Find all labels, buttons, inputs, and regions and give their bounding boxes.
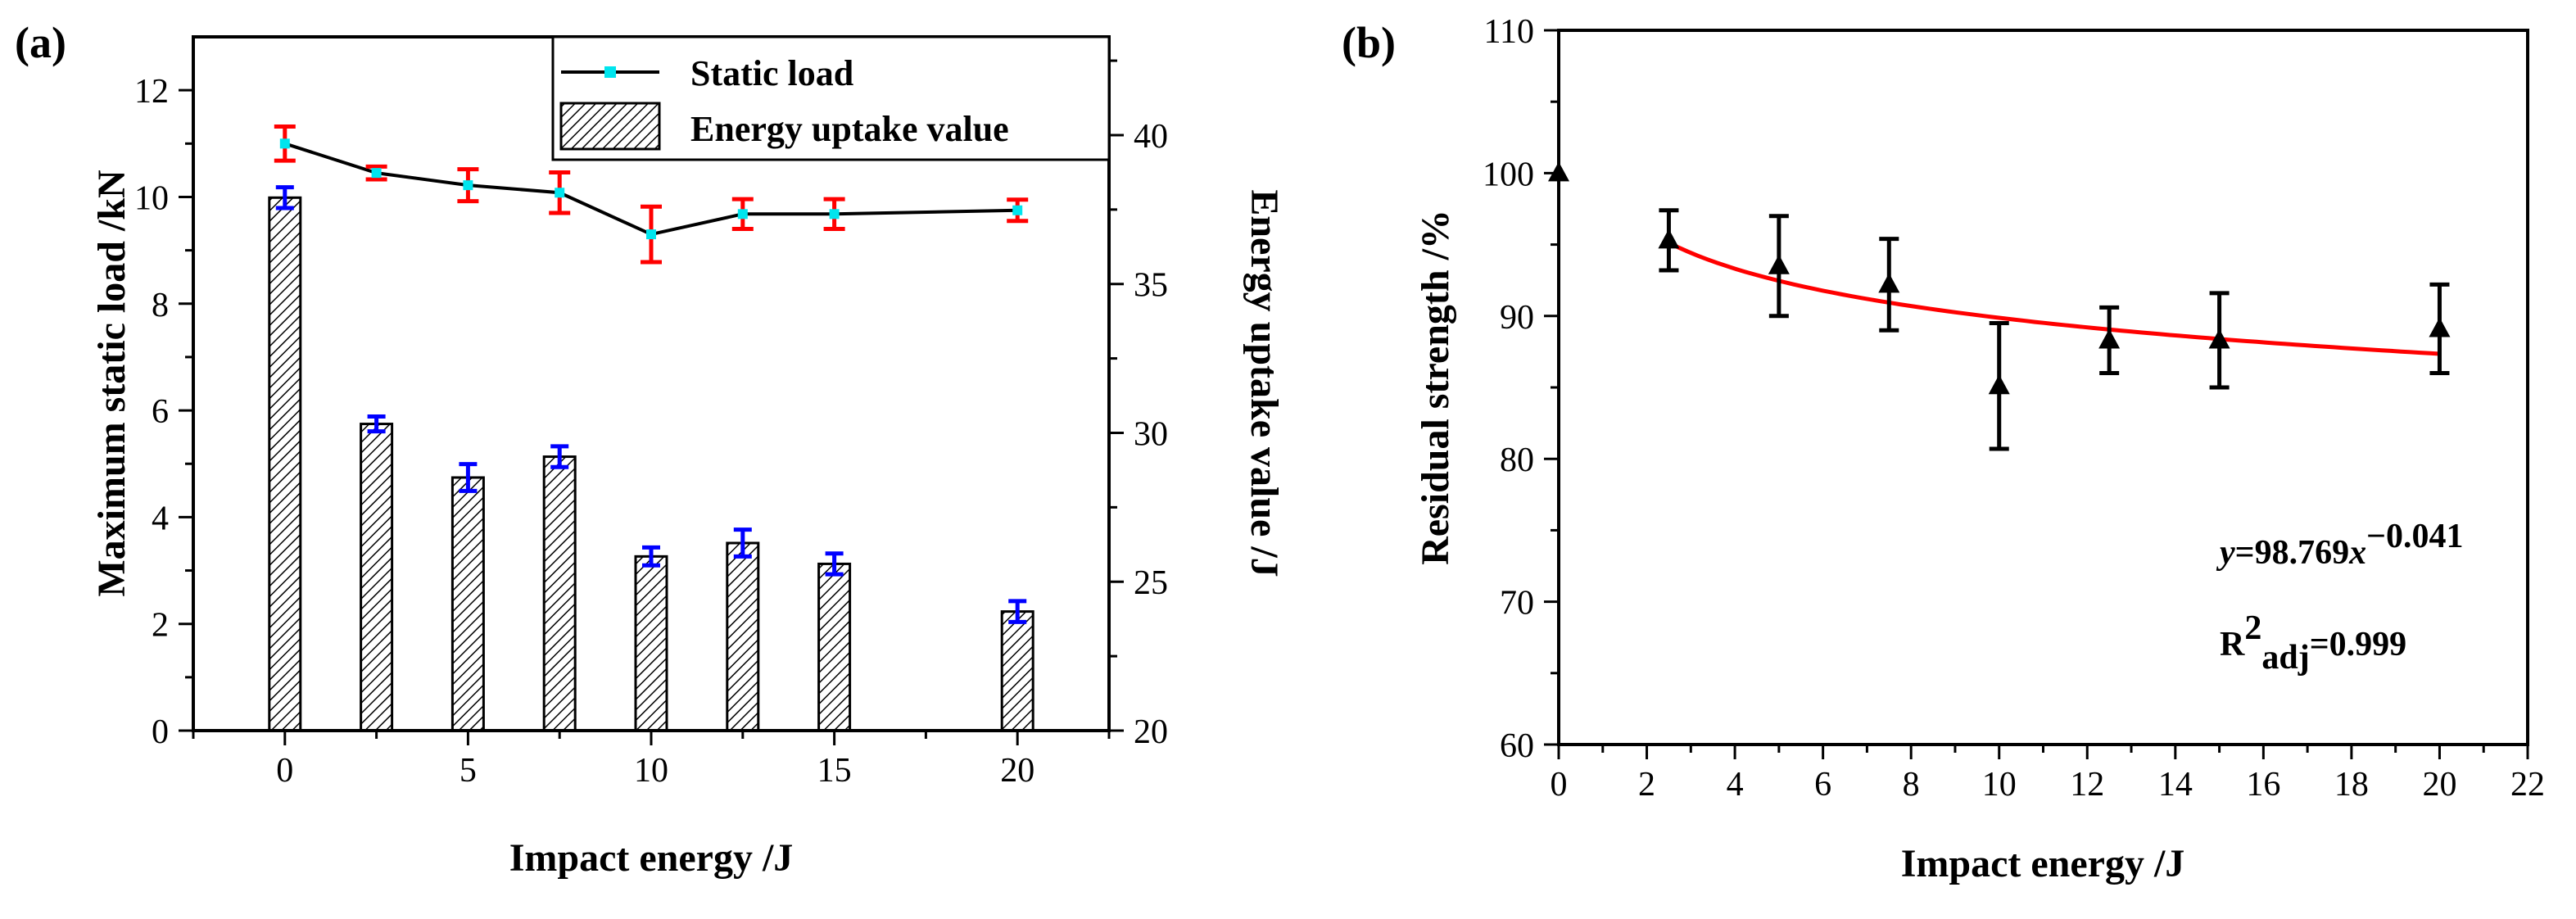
- residual-strength-marker: [1768, 254, 1790, 274]
- panel-b-chart: (b) 0 2 4 6 8 10 12 14 16 18 20 22 60 70 80 90 100 110 I…: [1342, 13, 2545, 885]
- x-tick-label: 10: [1982, 766, 2017, 804]
- y-left-tick-label: 8: [152, 287, 169, 324]
- power-fit-curve: [1668, 241, 2440, 356]
- panel-a-label: (a): [15, 18, 66, 67]
- legend-energy-uptake-swatch: [559, 102, 661, 151]
- x-tick-label: 5: [460, 752, 477, 790]
- r2-superscript: 2: [2244, 609, 2261, 647]
- x-tick-label: 22: [2510, 766, 2545, 804]
- x-tick-label: 0: [276, 752, 293, 790]
- x-tick-label: 0: [1551, 766, 1568, 804]
- panel-b-label: (b): [1342, 18, 1396, 67]
- equation-lhs: y: [2216, 534, 2235, 572]
- legend-static-load-marker: [604, 66, 616, 78]
- energy-uptake-bar: [542, 455, 577, 732]
- static-load-marker: [829, 209, 840, 220]
- legend-energy-uptake-label: Energy uptake value: [690, 109, 1009, 149]
- r2-value: =0.999: [2310, 626, 2406, 663]
- y-tick-label: 110: [1484, 13, 1534, 51]
- panel-b-y-axis: 60 70 80 90 100 110: [1483, 13, 1559, 765]
- equation-coefficient: =98.769: [2235, 534, 2349, 572]
- static-load-marker: [279, 138, 290, 149]
- static-load-marker: [646, 229, 656, 240]
- y-right-tick-label: 35: [1134, 267, 1168, 305]
- x-tick-label: 12: [2070, 766, 2104, 804]
- energy-uptake-error-bars: [275, 185, 1027, 624]
- residual-strength-marker: [1878, 273, 1900, 293]
- y-tick-label: 70: [1500, 585, 1534, 622]
- equation-variable: x: [2348, 534, 2366, 572]
- residual-strength-marker: [2098, 328, 2121, 349]
- x-tick-label: 2: [1638, 766, 1655, 804]
- panel-a-left-y-axis-label: Maximum static load /kN: [90, 170, 134, 597]
- y-right-tick-label: 20: [1134, 713, 1168, 751]
- x-tick-label: 6: [1814, 766, 1831, 804]
- panel-a-chart: (a) 0 5 10 15 20 0 2 4 6 8 10 12 20 25 30 35 40 Impact…: [15, 18, 1286, 880]
- panel-a-right-y-axis-label: Energy uptake value /J: [1243, 189, 1286, 577]
- residual-strength-marker: [1988, 374, 2010, 395]
- residual-strength-marker: [1658, 229, 1680, 249]
- y-left-tick-label: 2: [152, 607, 169, 645]
- energy-uptake-bar: [450, 476, 485, 732]
- y-right-tick-label: 30: [1134, 415, 1168, 453]
- energy-uptake-bar: [268, 196, 302, 732]
- energy-uptake-bar: [726, 541, 760, 732]
- x-tick-label: 20: [1000, 752, 1034, 790]
- y-left-tick-label: 10: [134, 179, 169, 217]
- y-tick-label: 60: [1500, 727, 1534, 765]
- static-load-marker: [463, 180, 473, 191]
- y-left-tick-label: 12: [134, 73, 169, 111]
- energy-uptake-bar: [1000, 610, 1034, 732]
- static-load-line: [284, 142, 1018, 237]
- y-left-tick-label: 0: [152, 713, 169, 751]
- x-tick-label: 10: [634, 752, 668, 790]
- legend-static-load-label: Static load: [690, 53, 853, 93]
- y-left-tick-label: 6: [152, 393, 169, 431]
- residual-strength-marker: [2208, 328, 2230, 349]
- x-tick-label: 14: [2158, 766, 2193, 804]
- static-load-marker: [371, 168, 382, 179]
- static-load-marker: [737, 209, 748, 220]
- x-tick-label: 20: [2422, 766, 2456, 804]
- x-tick-label: 4: [1727, 766, 1744, 804]
- panel-a-left-y-axis: 0 2 4 6 8 10 12: [134, 73, 193, 751]
- residual-strength-points: [1548, 161, 2451, 451]
- y-right-tick-label: 40: [1134, 118, 1168, 156]
- static-load-series: [274, 124, 1029, 265]
- y-tick-label: 90: [1500, 299, 1534, 337]
- r2-subscript: adj: [2261, 639, 2309, 677]
- y-left-tick-label: 4: [152, 500, 169, 537]
- fit-r-squared: R2adj=0.999: [2220, 609, 2406, 677]
- energy-uptake-bar: [634, 555, 668, 732]
- x-tick-label: 8: [1903, 766, 1920, 804]
- x-tick-label: 18: [2334, 766, 2369, 804]
- static-load-marker: [1012, 205, 1023, 215]
- panel-b-y-axis-label: Residual strength /%: [1414, 210, 1457, 565]
- energy-uptake-bars: [268, 196, 1034, 732]
- y-tick-label: 80: [1500, 441, 1534, 479]
- panel-b-x-axis-label: Impact energy /J: [1901, 842, 2185, 885]
- panel-b-x-axis: 0 2 4 6 8 10 12 14 16 18 20 22: [1551, 745, 2545, 804]
- energy-uptake-bar: [360, 423, 394, 732]
- y-tick-label: 100: [1483, 156, 1534, 193]
- residual-strength-marker: [2429, 317, 2451, 337]
- x-tick-label: 15: [817, 752, 852, 790]
- panel-a-x-axis-label: Impact energy /J: [509, 836, 794, 880]
- panel-a-legend: Static load Energy uptake value: [551, 35, 1111, 161]
- y-right-tick-label: 25: [1134, 564, 1168, 602]
- equation-exponent: −0.041: [2366, 518, 2463, 555]
- energy-uptake-bar: [817, 562, 852, 732]
- r2-base: R: [2220, 626, 2245, 663]
- panel-a-x-axis: 0 5 10 15 20: [192, 731, 1111, 790]
- panel-a-right-y-axis: 20 25 30 35 40: [1109, 59, 1168, 751]
- x-tick-label: 16: [2246, 766, 2280, 804]
- static-load-marker: [555, 188, 565, 198]
- fit-equation: y=98.769x−0.041: [2216, 518, 2464, 572]
